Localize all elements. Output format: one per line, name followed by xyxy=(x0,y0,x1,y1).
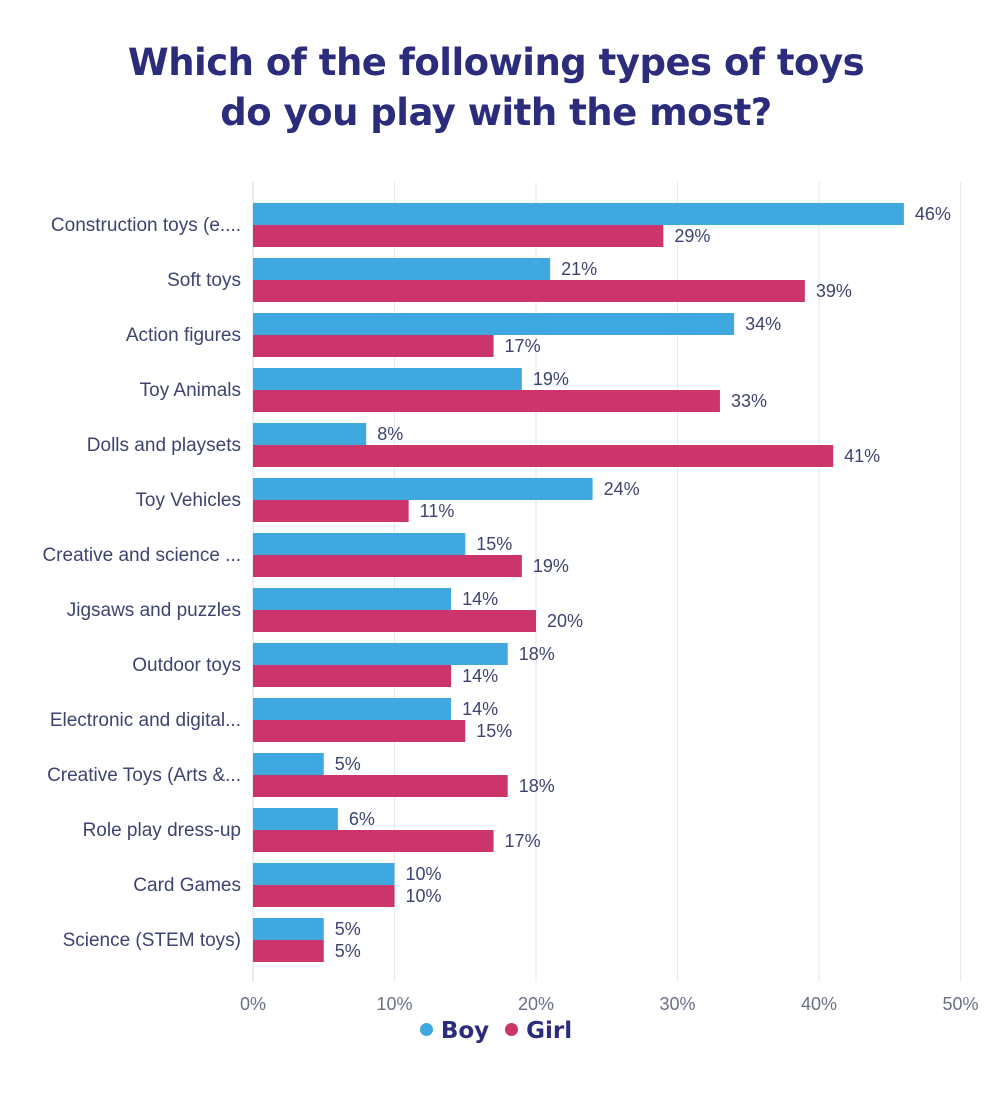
bar-boy[interactable] xyxy=(253,423,367,445)
data-label-girl: 19% xyxy=(533,556,569,576)
bar-boy[interactable] xyxy=(253,258,551,280)
bar-girl[interactable] xyxy=(253,225,664,247)
bar-chart: 0% 10% 20% 30% 40% 50% Construction toys (e...… xyxy=(42,182,979,1010)
data-label-boy: 14% xyxy=(462,589,498,609)
bar-boy[interactable] xyxy=(253,313,735,335)
category-label: Electronic and digital... xyxy=(50,710,241,731)
data-label-girl: 29% xyxy=(674,226,710,246)
data-label-girl: 20% xyxy=(547,611,583,631)
bar-girl[interactable] xyxy=(253,280,805,302)
data-label-girl: 41% xyxy=(844,446,880,466)
category-label: Jigsaws and puzzles xyxy=(67,600,241,621)
data-label-girl: 10% xyxy=(406,886,442,906)
bar-girl[interactable] xyxy=(253,555,522,577)
bar-boy[interactable] xyxy=(253,698,452,720)
data-label-girl: 39% xyxy=(816,281,852,301)
data-label-girl: 11% xyxy=(420,501,455,521)
category-label: Dolls and playsets xyxy=(87,435,241,456)
legend-boy-dot-icon xyxy=(419,1023,433,1036)
data-label-girl: 15% xyxy=(476,721,512,741)
bar-girl[interactable] xyxy=(253,500,409,522)
x-tick-label: 0% xyxy=(240,994,266,1010)
x-tick-label: 30% xyxy=(659,994,695,1010)
data-label-girl: 5% xyxy=(335,941,361,961)
bar-girl[interactable] xyxy=(253,665,452,687)
data-label-boy: 5% xyxy=(335,754,361,774)
bar-girl[interactable] xyxy=(253,885,395,907)
category-label: Soft toys xyxy=(167,270,241,291)
data-label-boy: 5% xyxy=(335,919,361,939)
data-label-girl: 33% xyxy=(731,391,767,411)
bar-boy[interactable] xyxy=(253,753,324,775)
data-label-girl: 17% xyxy=(505,336,541,356)
chart-title: Which of the following types of toys do … xyxy=(0,38,992,138)
category-label: Toy Vehicles xyxy=(135,490,241,511)
data-label-boy: 18% xyxy=(519,644,555,664)
category-label: Action figures xyxy=(126,325,241,346)
legend-item-boy[interactable]: Boy xyxy=(419,1018,490,1044)
category-label: Card Games xyxy=(133,875,241,896)
bars xyxy=(253,203,904,962)
legend-boy-label: Boy xyxy=(440,1018,490,1044)
x-tick-label: 50% xyxy=(942,994,978,1010)
data-label-boy: 6% xyxy=(349,809,375,829)
data-label-boy: 15% xyxy=(476,534,512,554)
bar-girl[interactable] xyxy=(253,940,324,962)
x-tick-label: 20% xyxy=(518,994,554,1010)
bar-boy[interactable] xyxy=(253,918,324,940)
data-label-boy: 14% xyxy=(462,699,498,719)
bar-girl[interactable] xyxy=(253,720,466,742)
data-label-girl: 18% xyxy=(519,776,555,796)
data-label-boy: 19% xyxy=(533,369,569,389)
bar-boy[interactable] xyxy=(253,203,904,225)
bar-boy[interactable] xyxy=(253,863,395,885)
category-label: Construction toys (e.... xyxy=(51,215,241,236)
data-label-boy: 34% xyxy=(745,314,781,334)
x-tick-label: 10% xyxy=(376,994,412,1010)
bar-boy[interactable] xyxy=(253,533,466,555)
category-label: Creative and science ... xyxy=(42,545,241,566)
bar-girl[interactable] xyxy=(253,390,720,412)
data-label-girl: 14% xyxy=(462,666,498,686)
data-label-boy: 46% xyxy=(915,204,951,224)
bar-girl[interactable] xyxy=(253,335,494,357)
bar-boy[interactable] xyxy=(253,643,508,665)
data-label-girl: 17% xyxy=(505,831,541,851)
data-label-boy: 21% xyxy=(561,259,597,279)
category-label: Science (STEM toys) xyxy=(63,930,241,951)
labels: 0% 10% 20% 30% 40% 50% Construction toys (e...… xyxy=(42,204,978,1010)
bar-boy[interactable] xyxy=(253,588,452,610)
bar-girl[interactable] xyxy=(253,445,834,467)
chart-title-line-1: Which of the following types of toys xyxy=(127,41,865,84)
bar-girl[interactable] xyxy=(253,610,536,632)
category-label: Outdoor toys xyxy=(132,655,241,676)
bar-boy[interactable] xyxy=(253,368,522,390)
bar-boy[interactable] xyxy=(253,478,593,500)
bar-boy[interactable] xyxy=(253,808,338,830)
x-tick-label: 40% xyxy=(801,994,837,1010)
legend: Boy Girl xyxy=(0,1018,992,1044)
chart-title-line-2: do you play with the most? xyxy=(220,91,772,134)
bar-girl[interactable] xyxy=(253,830,494,852)
data-label-boy: 10% xyxy=(406,864,442,884)
bar-girl[interactable] xyxy=(253,775,508,797)
legend-girl-label: Girl xyxy=(526,1018,573,1044)
legend-item-girl[interactable]: Girl xyxy=(505,1018,572,1044)
data-label-boy: 24% xyxy=(604,479,640,499)
category-label: Creative Toys (Arts &... xyxy=(47,765,241,786)
category-label: Role play dress-up xyxy=(83,820,241,841)
category-label: Toy Animals xyxy=(140,380,241,401)
legend-girl-dot-icon xyxy=(505,1023,519,1036)
data-label-boy: 8% xyxy=(377,424,403,444)
